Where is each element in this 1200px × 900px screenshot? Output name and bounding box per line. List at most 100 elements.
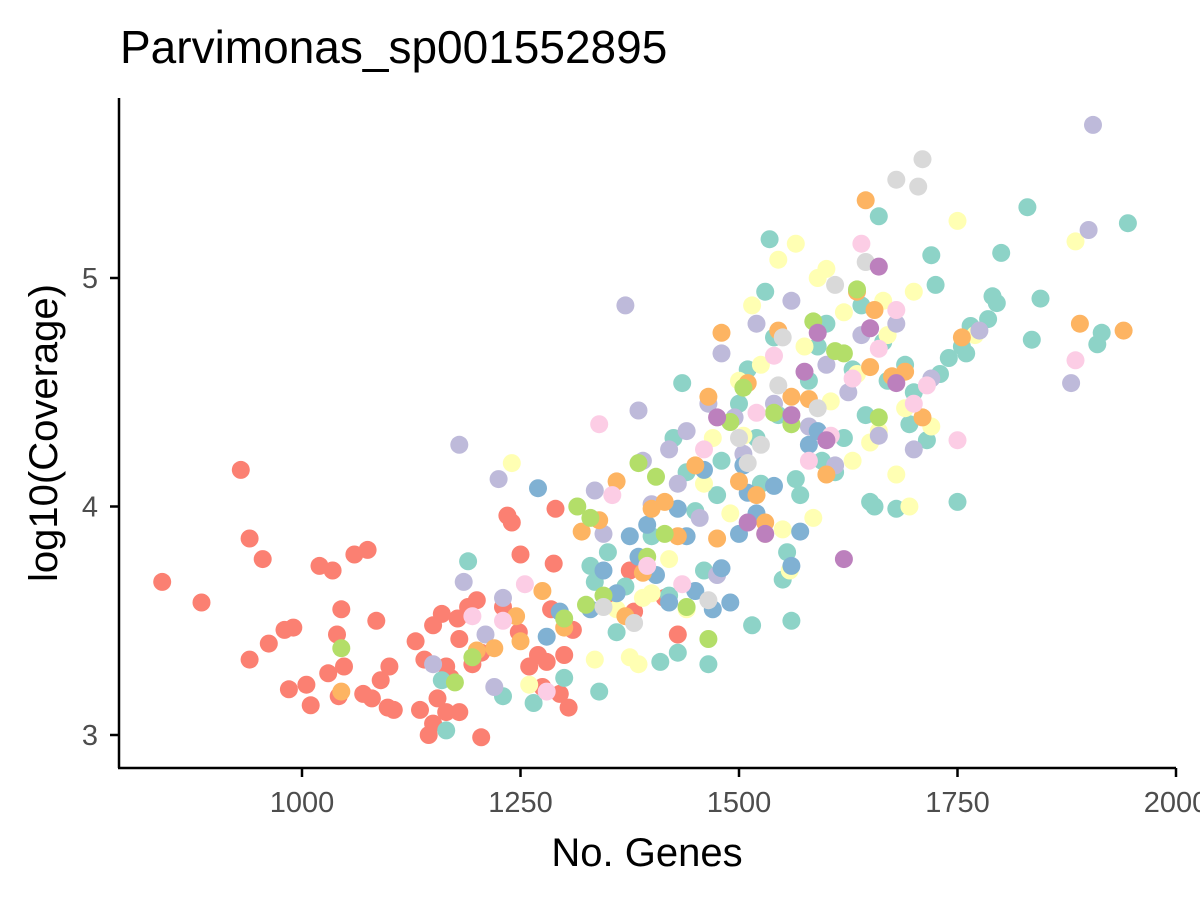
data-point [791, 522, 810, 541]
data-point [848, 280, 866, 299]
data-point [467, 591, 486, 610]
data-point [192, 593, 211, 612]
data-point [362, 689, 381, 708]
data-point [865, 497, 884, 516]
data-point [887, 301, 906, 319]
data-point [384, 700, 403, 719]
data-point [537, 652, 556, 671]
data-point [445, 673, 464, 692]
data-point [485, 678, 504, 696]
data-point [568, 497, 587, 516]
data-point [472, 728, 491, 747]
x-axis-ticks: 1000 1250 1500 1750 2000 [270, 768, 1200, 819]
data-point [734, 378, 753, 397]
data-point [323, 561, 342, 580]
data-point [332, 600, 351, 619]
data-point [259, 634, 278, 653]
data-point [371, 671, 390, 690]
data-point [616, 296, 635, 315]
data-point [743, 616, 762, 635]
data-point [799, 451, 818, 470]
data-point [629, 454, 648, 473]
data-point [782, 406, 801, 425]
data-point [699, 630, 718, 648]
data-point [913, 150, 932, 169]
data-point [660, 550, 679, 569]
data-point [253, 550, 272, 569]
data-point [607, 472, 626, 491]
data-point [284, 618, 303, 637]
data-point [1092, 323, 1111, 342]
data-point [651, 652, 670, 671]
data-point [642, 584, 661, 603]
data-point [537, 627, 556, 646]
data-point [459, 552, 478, 571]
data-point [494, 588, 512, 607]
data-point [673, 374, 692, 393]
data-point [367, 611, 386, 630]
data-point [869, 207, 888, 226]
data-point [1114, 321, 1133, 340]
data-point [686, 456, 705, 475]
data-point [620, 527, 639, 546]
data-point [1118, 214, 1137, 233]
data-point [559, 698, 578, 717]
data-point [424, 655, 443, 674]
data-point [1079, 221, 1098, 239]
data-point [511, 545, 530, 564]
data-point [843, 369, 862, 388]
data-point [948, 431, 967, 450]
data-points [153, 115, 1137, 747]
data-point [743, 296, 762, 315]
data-point [904, 282, 923, 301]
data-point [358, 540, 377, 559]
data-point [738, 513, 757, 532]
data-point [432, 604, 451, 623]
data-point [817, 431, 836, 450]
data-point [804, 508, 823, 527]
data-point [730, 472, 748, 491]
data-point [419, 726, 438, 744]
data-point [904, 440, 923, 459]
data-point [585, 481, 604, 500]
chart-title: Parvimonas_sp001552895 [120, 21, 667, 73]
data-point [782, 387, 801, 406]
data-point [450, 630, 469, 648]
data-point [786, 234, 805, 253]
data-point [712, 323, 731, 342]
data-point [904, 394, 923, 413]
data-point [335, 657, 353, 676]
data-point [926, 275, 945, 294]
data-point [476, 625, 495, 644]
data-point [765, 346, 783, 365]
data-point [747, 486, 766, 505]
data-point [660, 593, 679, 612]
data-point [450, 703, 469, 722]
data-point [808, 323, 827, 342]
data-point [712, 344, 731, 363]
data-point [594, 561, 613, 580]
data-point [515, 575, 534, 594]
data-point [861, 358, 880, 377]
data-point [756, 524, 775, 543]
data-point [594, 598, 613, 616]
data-point [328, 625, 346, 644]
data-point [909, 177, 928, 196]
data-point [730, 429, 748, 447]
data-point [690, 508, 709, 527]
data-point [900, 497, 919, 516]
data-point [494, 611, 512, 630]
data-point [795, 362, 814, 381]
data-point [856, 191, 875, 210]
data-point [730, 394, 748, 413]
data-point [887, 374, 906, 393]
data-point [826, 275, 845, 294]
data-point [869, 257, 888, 276]
data-point [773, 520, 792, 539]
data-point [922, 246, 941, 265]
data-point [437, 703, 456, 722]
data-point [1066, 232, 1085, 251]
data-point [463, 648, 482, 667]
data-point [695, 440, 713, 459]
data-point [817, 355, 836, 374]
